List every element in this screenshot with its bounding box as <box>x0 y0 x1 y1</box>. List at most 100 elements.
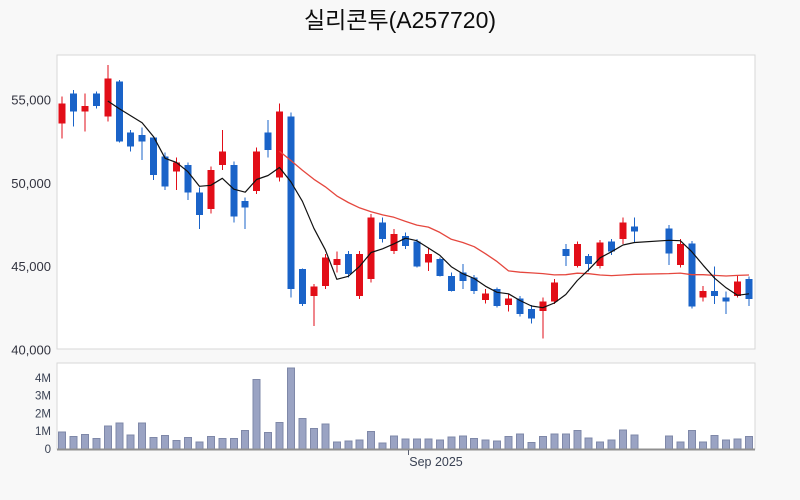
candle-body <box>195 192 203 215</box>
candle-body <box>356 254 364 296</box>
price-axis-tick-label: 50,000 <box>11 176 51 191</box>
volume-bar <box>183 436 192 450</box>
volume-bar <box>493 440 502 450</box>
candle-body <box>470 277 478 291</box>
candle-body <box>711 290 719 296</box>
volume-bar <box>206 436 215 450</box>
volume-bar <box>596 441 605 450</box>
candle-body <box>505 298 513 305</box>
candle-body <box>81 105 89 112</box>
candle-body <box>436 259 444 276</box>
volume-axis-tick-label: 0 <box>45 444 51 456</box>
candle-body <box>699 290 707 298</box>
volume-axis-tick-label: 2M <box>35 408 51 420</box>
volume-bar <box>149 436 158 450</box>
candle-body <box>92 93 100 106</box>
volume-bar <box>447 436 456 450</box>
volume-bar <box>241 429 250 450</box>
volume-bar <box>69 436 78 450</box>
volume-bar <box>573 430 582 450</box>
candle-body <box>562 249 570 256</box>
volume-bar <box>332 441 341 450</box>
candle-body <box>69 93 77 112</box>
volume-axis-tick-label: 1M <box>35 426 51 438</box>
volume-axis-labels: 4M 3M 2M 1M 0 <box>35 373 51 456</box>
candle-body <box>104 78 112 117</box>
candle-body <box>127 132 135 147</box>
candle-body <box>402 235 409 246</box>
candle-body <box>608 241 616 252</box>
volume-bar <box>80 433 89 450</box>
price-axis-tick-label: 40,000 <box>11 343 51 358</box>
volume-bar <box>252 379 261 450</box>
candle-body <box>573 244 581 266</box>
volume-bar <box>229 437 238 450</box>
candle-body <box>333 259 341 265</box>
candle-body <box>527 309 535 319</box>
volume-bar <box>355 439 364 450</box>
volume-bar <box>390 435 399 450</box>
volume-bar <box>710 435 719 450</box>
candle-body <box>459 272 467 281</box>
candle-body <box>115 81 123 142</box>
volume-bar <box>309 427 318 450</box>
candle-body <box>241 200 249 208</box>
candle-body <box>447 275 455 291</box>
volume-bar <box>58 431 66 450</box>
x-axis-label: Sep 2025 <box>409 455 463 469</box>
volume-bar <box>138 422 147 450</box>
candle-body <box>276 111 284 178</box>
candle-body <box>138 135 146 142</box>
candle-body <box>58 103 66 124</box>
ma-long-line <box>279 150 750 277</box>
candle-body <box>516 298 524 315</box>
volume-bar <box>516 433 524 450</box>
volume-bar <box>378 442 387 450</box>
volume-bar <box>619 429 628 450</box>
candle-body <box>676 244 684 265</box>
volume-bar <box>527 442 536 450</box>
candle-body <box>230 165 238 217</box>
candle-body <box>550 282 558 302</box>
volume-axis-tick-label: 4M <box>35 373 51 385</box>
candle-body <box>287 116 295 290</box>
volume-bar <box>458 435 467 450</box>
candle-body <box>173 162 180 172</box>
volume-bar <box>561 433 570 450</box>
candle-body <box>218 151 226 165</box>
volume-bar <box>103 425 112 450</box>
ma-long-polyline <box>279 150 750 277</box>
ma-short-line <box>107 100 750 309</box>
candle-body <box>207 170 215 210</box>
volume-bar <box>275 421 284 450</box>
candle-body <box>413 241 421 267</box>
volume-bar <box>412 438 421 450</box>
candle-body <box>310 286 318 296</box>
volume-bar <box>470 437 479 450</box>
price-axis-tick-label: 45,000 <box>11 259 51 274</box>
price-panel <box>56 54 756 350</box>
candle-body <box>493 289 501 306</box>
candle-body <box>379 222 387 240</box>
candle-body <box>184 165 192 193</box>
volume-bar <box>195 441 204 450</box>
volume-bar <box>218 437 227 450</box>
candle-body <box>253 151 261 191</box>
volume-bars-layer <box>58 367 753 450</box>
candle-body <box>722 297 730 302</box>
candle-body <box>734 281 742 296</box>
candle-body <box>344 254 352 275</box>
volume-bar <box>630 434 639 450</box>
candle-body <box>585 255 593 265</box>
candle-body <box>619 222 627 240</box>
volume-bar <box>92 438 101 450</box>
volume-bar <box>172 439 181 450</box>
volume-bar <box>298 418 307 450</box>
volume-bar <box>538 436 547 450</box>
price-axis-labels: 55,000 50,000 45,000 40,000 <box>11 93 51 358</box>
candle-body <box>321 257 329 286</box>
volume-bar <box>435 439 444 450</box>
volume-bar <box>550 433 559 450</box>
